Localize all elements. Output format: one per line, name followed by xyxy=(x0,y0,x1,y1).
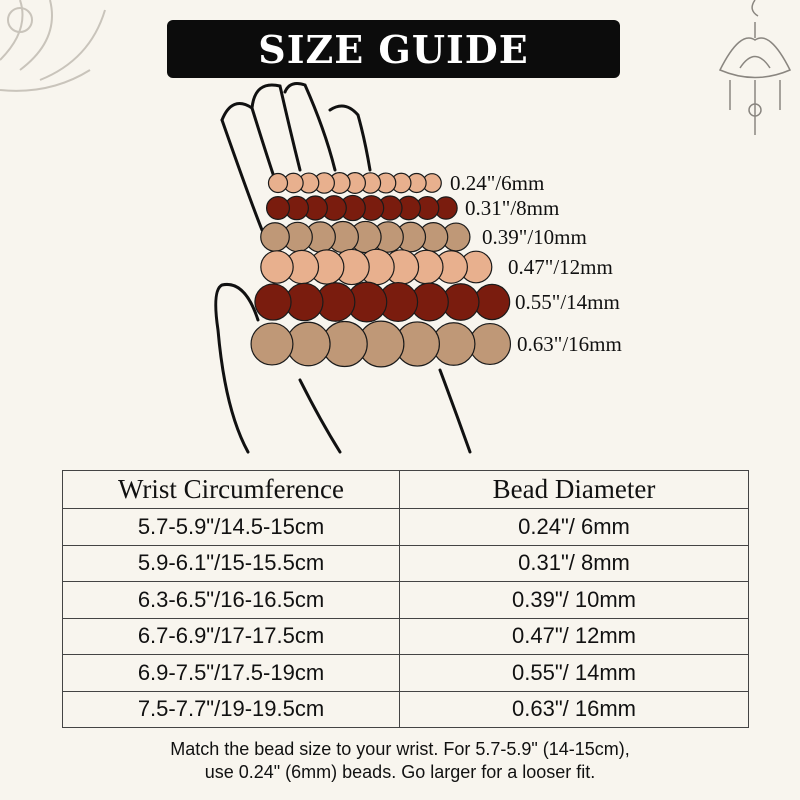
bracelet-6: 0.63"/16mm xyxy=(250,320,622,368)
fit-note-line-2: use 0.24" (6mm) beads. Go larger for a l… xyxy=(204,762,596,782)
table-header-row: Wrist Circumference Bead Diameter xyxy=(62,470,749,509)
wrist-cell: 6.7-6.9"/17-17.5cm xyxy=(62,617,400,655)
bead-size-label: 0.24"/6mm xyxy=(450,171,544,195)
bead-cell: 0.47"/ 12mm xyxy=(399,617,749,655)
bead-size-label: 0.55"/14mm xyxy=(515,290,620,314)
bead-cell: 0.63"/ 16mm xyxy=(399,690,749,728)
table-row: 6.9-7.5"/17.5-19cm 0.55"/ 14mm xyxy=(62,654,749,692)
page-title: SIZE GUIDE xyxy=(258,26,529,72)
bracelet-2: 0.31"/8mm xyxy=(265,194,559,222)
wrist-cell: 5.7-5.9"/14.5-15cm xyxy=(62,508,400,546)
hand-outline xyxy=(214,82,472,454)
table-row: 6.3-6.5"/16-16.5cm 0.39"/ 10mm xyxy=(62,581,749,619)
table-row: 7.5-7.7"/19-19.5cm 0.63"/ 16mm xyxy=(62,690,749,728)
fit-note-line-1: Match the bead size to your wrist. For 5… xyxy=(170,739,630,759)
bracelet-5: 0.55"/14mm xyxy=(254,281,620,323)
bead-size-label: 0.39"/10mm xyxy=(482,225,587,249)
bead xyxy=(260,222,290,252)
title-banner: SIZE GUIDE xyxy=(167,20,620,78)
bead-size-label: 0.63"/16mm xyxy=(517,332,622,356)
bead xyxy=(267,172,289,194)
wrist-cell: 6.3-6.5"/16-16.5cm xyxy=(62,581,400,619)
wrist-cell: 7.5-7.7"/19-19.5cm xyxy=(62,690,400,728)
bracelet-4: 0.47"/12mm xyxy=(260,248,613,286)
bead xyxy=(250,322,294,366)
size-table: Wrist Circumference Bead Diameter 5.7-5.… xyxy=(62,470,749,728)
bead-size-label: 0.31"/8mm xyxy=(465,196,559,220)
bead-size-label: 0.47"/12mm xyxy=(508,255,613,279)
bead-cell: 0.55"/ 14mm xyxy=(399,654,749,692)
lotus-ornament-top-right xyxy=(718,0,792,135)
bead xyxy=(468,322,512,366)
bead-cell: 0.39"/ 10mm xyxy=(399,581,749,619)
lotus-decoration-top-left xyxy=(0,0,106,92)
wrist-cell: 6.9-7.5"/17.5-19cm xyxy=(62,654,400,692)
header-bead-diameter: Bead Diameter xyxy=(399,470,749,509)
bead xyxy=(260,250,294,284)
table-row: 5.9-6.1"/15-15.5cm 0.31"/ 8mm xyxy=(62,544,749,582)
bead xyxy=(254,283,292,321)
table-row: 5.7-5.9"/14.5-15cm 0.24"/ 6mm xyxy=(62,508,749,546)
header-wrist-circumference: Wrist Circumference xyxy=(62,470,400,509)
bracelet-1: 0.24"/6mm xyxy=(267,171,544,195)
bead-cell: 0.31"/ 8mm xyxy=(399,544,749,582)
bead xyxy=(473,283,511,321)
fit-note: Match the bead size to your wrist. For 5… xyxy=(0,738,800,784)
wrist-cell: 5.9-6.1"/15-15.5cm xyxy=(62,544,400,582)
table-row: 6.7-6.9"/17-17.5cm 0.47"/ 12mm xyxy=(62,617,749,655)
bead-cell: 0.24"/ 6mm xyxy=(399,508,749,546)
bead xyxy=(265,195,291,221)
bracelet-3: 0.39"/10mm xyxy=(260,220,587,254)
